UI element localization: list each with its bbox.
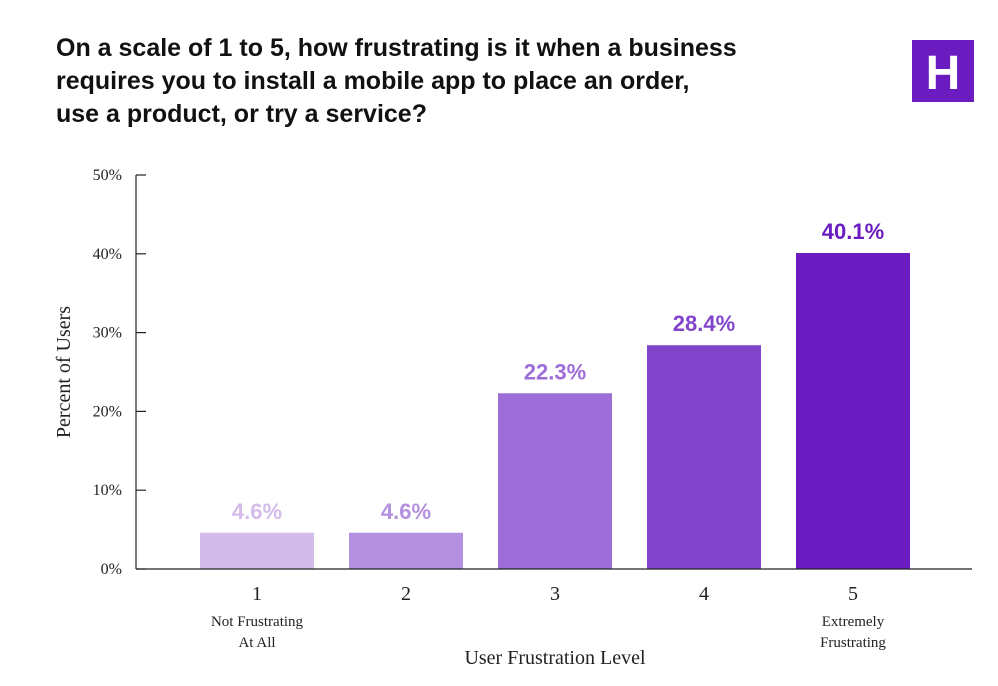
x-tick-label-5: 5 bbox=[848, 583, 858, 605]
x-tick-label-1: 1 bbox=[252, 583, 262, 605]
y-axis-title: Percent of Users bbox=[53, 306, 75, 438]
bars: 4.6% 4.6% 22.3% 28.4% 40.1% bbox=[200, 219, 910, 569]
chart-title: On a scale of 1 to 5, how frustrating is… bbox=[56, 32, 816, 131]
data-label-3: 22.3% bbox=[524, 359, 586, 384]
chart-title-line-1: On a scale of 1 to 5, how frustrating is… bbox=[56, 34, 737, 62]
bar-2 bbox=[349, 532, 463, 569]
x-tick-label-2: 2 bbox=[401, 583, 411, 605]
y-axis: 0% 10% 20% 30% 40% 50% bbox=[93, 167, 146, 578]
chart-title-line-3: use a product, or try a service? bbox=[56, 100, 427, 128]
x-tick-sublabel: Frustrating bbox=[820, 635, 886, 651]
x-axis-title: User Frustration Level bbox=[464, 647, 646, 669]
data-label-5: 40.1% bbox=[822, 219, 884, 244]
x-tick-sublabel: Extremely bbox=[822, 614, 885, 630]
data-label-4: 28.4% bbox=[673, 311, 735, 336]
brand-logo: H bbox=[912, 40, 974, 102]
bar-1 bbox=[200, 532, 314, 569]
y-tick-label: 10% bbox=[93, 482, 122, 499]
bar-3 bbox=[498, 393, 612, 569]
data-label-1: 4.6% bbox=[232, 499, 282, 524]
y-tick-label: 40% bbox=[93, 246, 122, 263]
x-axis: 1 Not Frustrating At All 2 3 4 5 Extremely Frust… bbox=[136, 568, 972, 651]
bar-5 bbox=[796, 253, 910, 569]
x-tick-sublabel: Not Frustrating bbox=[211, 614, 304, 630]
y-tick-label: 0% bbox=[101, 561, 122, 578]
y-tick-label: 30% bbox=[93, 325, 122, 342]
y-tick-label: 20% bbox=[93, 403, 122, 420]
data-label-2: 4.6% bbox=[381, 499, 431, 524]
brand-logo-letter: H bbox=[926, 47, 961, 100]
x-tick-label-4: 4 bbox=[699, 583, 709, 605]
x-tick-sublabel: At All bbox=[238, 635, 275, 651]
y-tick-label: 50% bbox=[93, 167, 122, 184]
x-tick-label-3: 3 bbox=[550, 583, 560, 605]
bar-4 bbox=[647, 345, 761, 569]
chart-title-line-2: requires you to install a mobile app to … bbox=[56, 67, 690, 95]
